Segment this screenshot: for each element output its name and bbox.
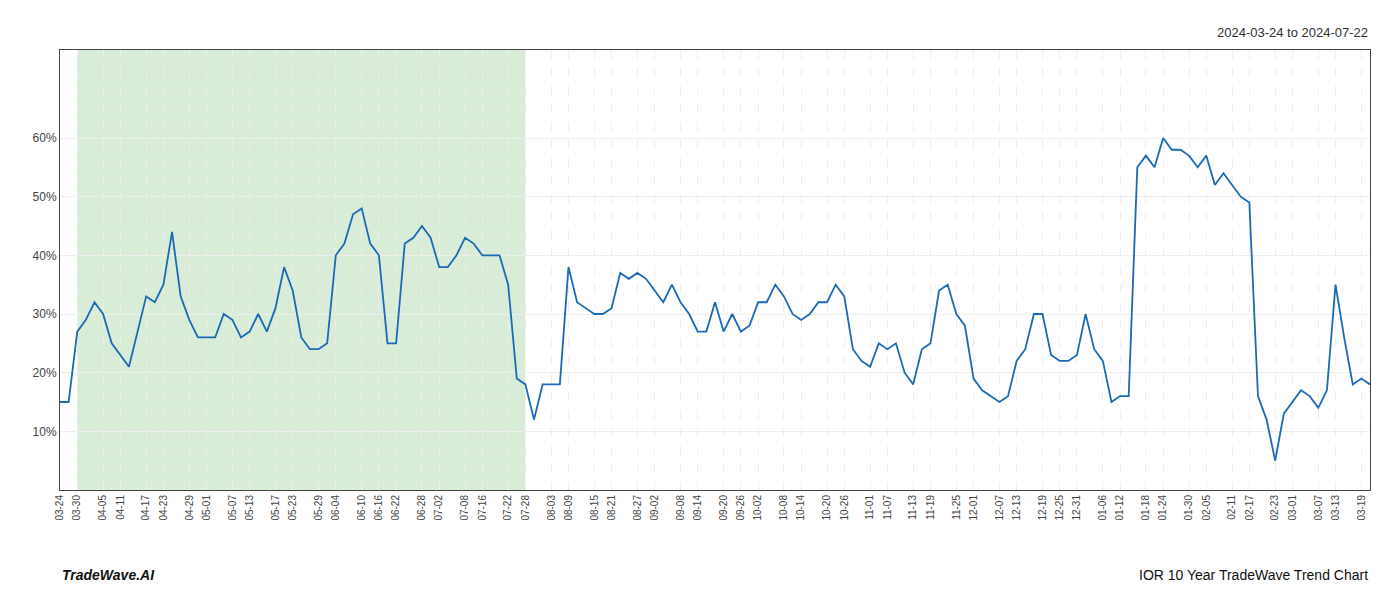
svg-text:05-01: 05-01	[201, 495, 212, 521]
svg-text:40%: 40%	[33, 249, 57, 263]
svg-text:02-23: 02-23	[1269, 495, 1280, 521]
svg-text:01-18: 01-18	[1140, 495, 1151, 521]
svg-text:12-07: 12-07	[994, 495, 1005, 521]
svg-text:02-05: 02-05	[1201, 495, 1212, 521]
svg-text:09-26: 09-26	[735, 495, 746, 521]
svg-text:07-02: 07-02	[433, 495, 444, 521]
svg-text:02-11: 02-11	[1226, 495, 1237, 520]
svg-text:02-17: 02-17	[1244, 495, 1255, 521]
svg-text:08-03: 08-03	[546, 495, 557, 521]
svg-text:05-07: 05-07	[227, 495, 238, 521]
svg-text:06-22: 06-22	[390, 495, 401, 521]
svg-text:10-26: 10-26	[839, 495, 850, 521]
svg-text:01-06: 01-06	[1097, 495, 1108, 521]
svg-text:01-24: 01-24	[1157, 495, 1168, 521]
svg-text:12-25: 12-25	[1054, 495, 1065, 521]
svg-text:11-13: 11-13	[907, 495, 918, 520]
svg-text:03-07: 03-07	[1313, 495, 1324, 521]
svg-text:10-08: 10-08	[778, 495, 789, 521]
svg-text:20%: 20%	[33, 366, 57, 380]
svg-text:11-19: 11-19	[925, 495, 936, 520]
svg-text:03-13: 03-13	[1330, 495, 1341, 521]
svg-text:09-08: 09-08	[675, 495, 686, 521]
svg-text:05-13: 05-13	[244, 495, 255, 521]
svg-text:04-17: 04-17	[140, 495, 151, 521]
svg-text:09-20: 09-20	[718, 495, 729, 521]
svg-text:08-09: 08-09	[563, 495, 574, 521]
svg-text:04-05: 04-05	[97, 495, 108, 521]
svg-text:09-02: 09-02	[649, 495, 660, 521]
svg-text:03-01: 03-01	[1287, 495, 1298, 521]
svg-text:TradeWave.AI: TradeWave.AI	[62, 567, 155, 583]
svg-text:05-17: 05-17	[270, 495, 281, 521]
svg-text:12-19: 12-19	[1037, 495, 1048, 521]
svg-text:04-29: 04-29	[184, 495, 195, 521]
svg-text:06-04: 06-04	[330, 495, 341, 521]
svg-text:05-23: 05-23	[287, 495, 298, 521]
svg-text:11-25: 11-25	[951, 495, 962, 520]
svg-text:60%: 60%	[33, 131, 57, 145]
svg-text:07-08: 07-08	[459, 495, 470, 521]
svg-text:08-15: 08-15	[589, 495, 600, 521]
svg-text:2024-03-24 to 2024-07-22: 2024-03-24 to 2024-07-22	[1217, 25, 1368, 40]
svg-text:10%: 10%	[33, 425, 57, 439]
svg-text:06-10: 06-10	[356, 495, 367, 521]
svg-text:06-28: 06-28	[416, 495, 427, 521]
svg-text:06-16: 06-16	[373, 495, 384, 521]
svg-text:03-24: 03-24	[54, 495, 65, 521]
svg-text:12-01: 12-01	[968, 495, 979, 521]
svg-text:12-31: 12-31	[1071, 495, 1082, 521]
svg-text:11-01: 11-01	[864, 495, 875, 520]
svg-text:07-22: 07-22	[502, 495, 513, 521]
svg-text:10-02: 10-02	[752, 495, 763, 521]
svg-text:IOR 10 Year TradeWave Trend Ch: IOR 10 Year TradeWave Trend Chart	[1139, 567, 1368, 583]
svg-text:05-29: 05-29	[313, 495, 324, 521]
svg-text:12-13: 12-13	[1011, 495, 1022, 521]
svg-text:07-28: 07-28	[520, 495, 531, 521]
svg-text:10-14: 10-14	[795, 495, 806, 521]
svg-text:30%: 30%	[33, 307, 57, 321]
svg-text:11-07: 11-07	[882, 495, 893, 520]
svg-text:08-27: 08-27	[632, 495, 643, 521]
svg-text:01-30: 01-30	[1183, 495, 1194, 521]
svg-text:08-21: 08-21	[606, 495, 617, 521]
svg-text:10-20: 10-20	[821, 495, 832, 521]
svg-text:03-19: 03-19	[1356, 495, 1367, 521]
svg-text:04-23: 04-23	[158, 495, 169, 521]
svg-text:03-30: 03-30	[71, 495, 82, 521]
svg-text:50%: 50%	[33, 190, 57, 204]
svg-text:07-16: 07-16	[477, 495, 488, 521]
svg-text:09-14: 09-14	[692, 495, 703, 521]
svg-text:01-12: 01-12	[1114, 495, 1125, 521]
svg-text:04-11: 04-11	[115, 495, 126, 520]
